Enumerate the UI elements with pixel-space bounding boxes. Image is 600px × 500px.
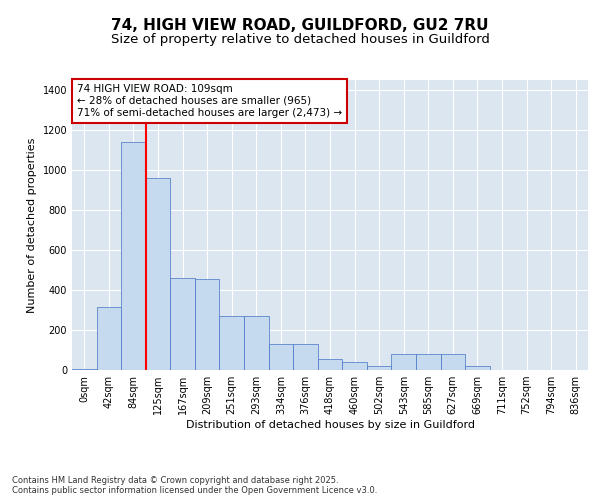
Text: 74 HIGH VIEW ROAD: 109sqm
← 28% of detached houses are smaller (965)
71% of semi: 74 HIGH VIEW ROAD: 109sqm ← 28% of detac… [77, 84, 342, 117]
Bar [121, 142, 146, 370]
Bar [220, 316, 244, 370]
Bar [416, 354, 440, 370]
Bar [367, 366, 391, 370]
Text: Contains HM Land Registry data © Crown copyright and database right 2025.
Contai: Contains HM Land Registry data © Crown c… [12, 476, 377, 495]
Y-axis label: Number of detached properties: Number of detached properties [27, 138, 37, 312]
Text: 74, HIGH VIEW ROAD, GUILDFORD, GU2 7RU: 74, HIGH VIEW ROAD, GUILDFORD, GU2 7RU [111, 18, 489, 32]
Bar [244, 316, 269, 370]
Bar [391, 354, 416, 370]
Bar [318, 359, 342, 370]
Bar [293, 344, 318, 370]
Bar [342, 362, 367, 370]
Bar [195, 279, 220, 370]
Bar [72, 369, 97, 370]
Bar [440, 354, 465, 370]
Bar [465, 366, 490, 370]
Bar [269, 344, 293, 370]
X-axis label: Distribution of detached houses by size in Guildford: Distribution of detached houses by size … [185, 420, 475, 430]
Text: Size of property relative to detached houses in Guildford: Size of property relative to detached ho… [110, 32, 490, 46]
Bar [97, 307, 121, 370]
Bar [146, 178, 170, 370]
Bar [170, 278, 195, 370]
